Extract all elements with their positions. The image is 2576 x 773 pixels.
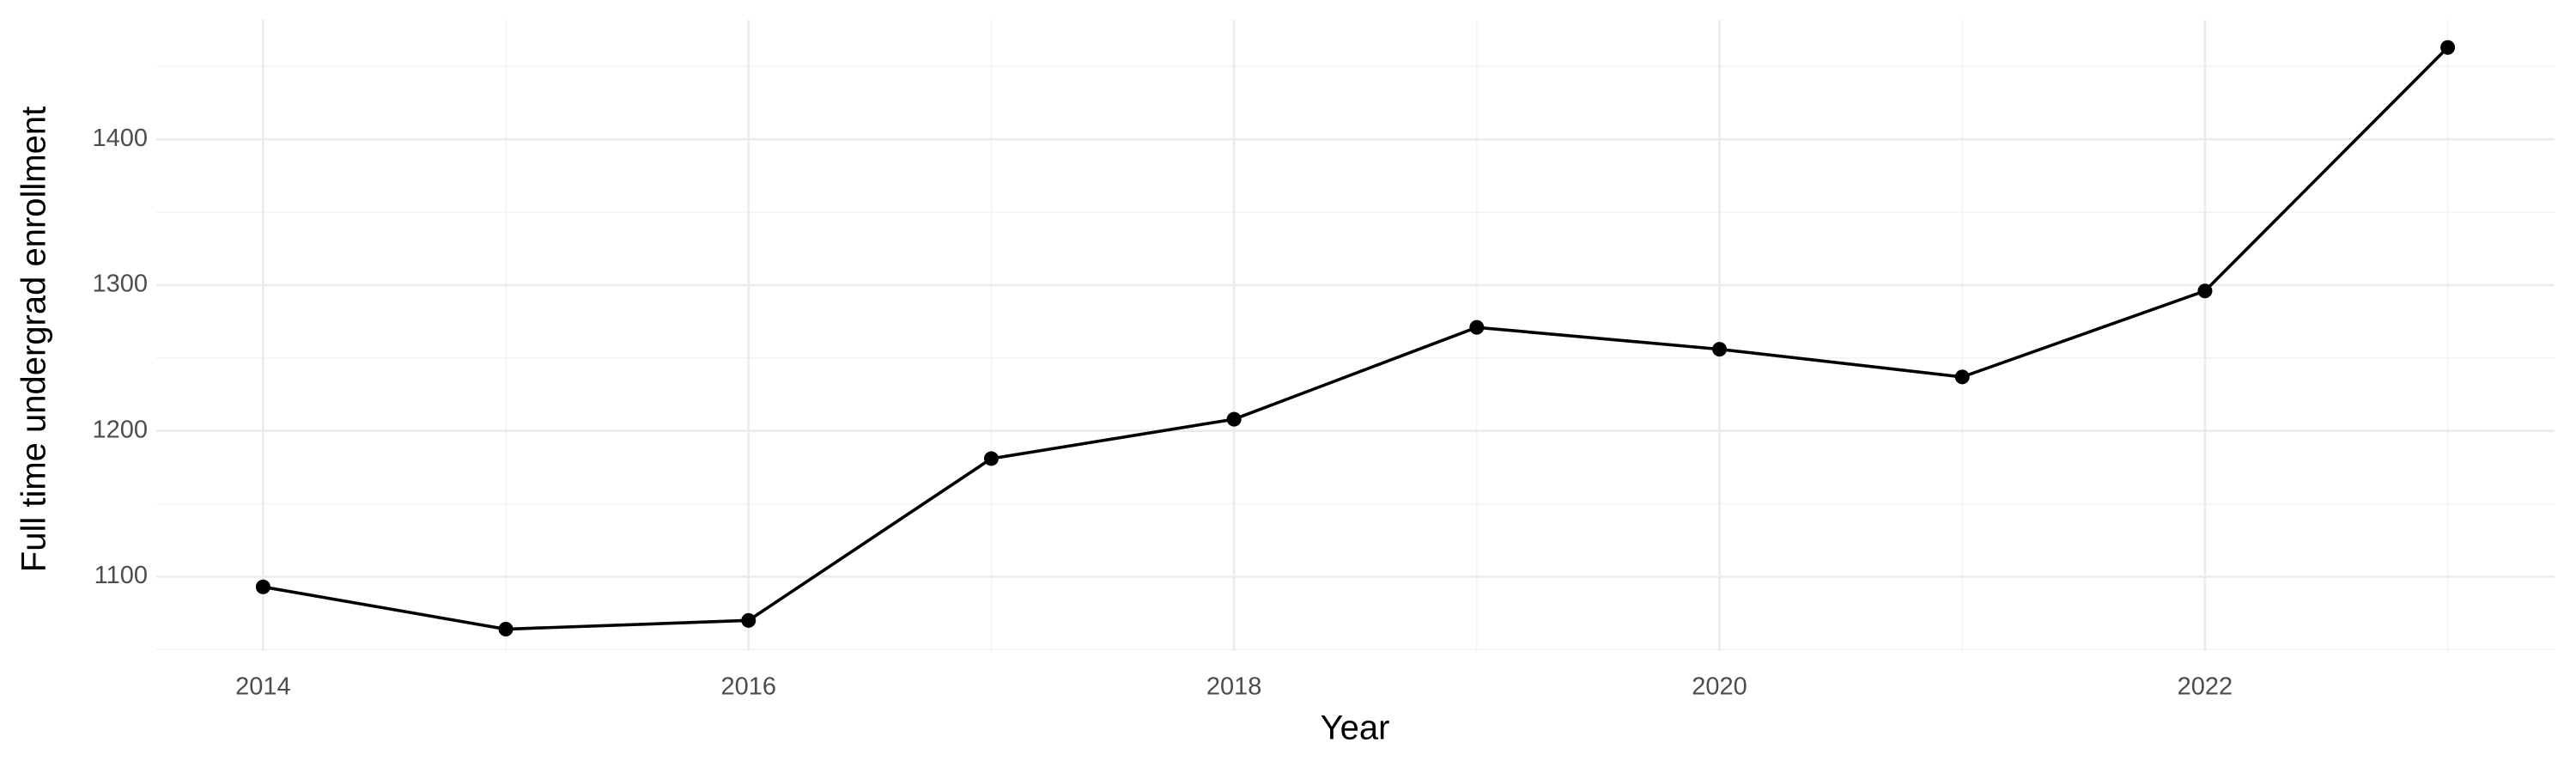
- point: [1954, 369, 1970, 385]
- x-tick-label: 2020: [1692, 673, 1747, 701]
- point: [255, 579, 270, 594]
- point: [1469, 320, 1485, 335]
- x-tick-label: 2016: [721, 673, 777, 701]
- x-tick-label: 2018: [1206, 673, 1262, 701]
- point: [1712, 342, 1728, 357]
- x-tick-label: 2022: [2178, 673, 2233, 701]
- x-axis-title: Year: [1321, 709, 1390, 747]
- y-axis-title: Full time undergrad enrollment: [15, 107, 53, 572]
- point: [741, 612, 756, 628]
- y-tick-label: 1100: [94, 562, 148, 589]
- x-tick-label: 2014: [235, 673, 291, 701]
- y-tick-label: 1400: [92, 125, 148, 152]
- y-tick-label: 1300: [92, 271, 148, 298]
- y-tick-label: 1200: [92, 416, 148, 443]
- point: [2197, 283, 2213, 299]
- point: [498, 622, 513, 637]
- line: [263, 46, 2449, 631]
- point: [1226, 411, 1242, 427]
- point: [983, 451, 999, 466]
- point: [2440, 40, 2456, 55]
